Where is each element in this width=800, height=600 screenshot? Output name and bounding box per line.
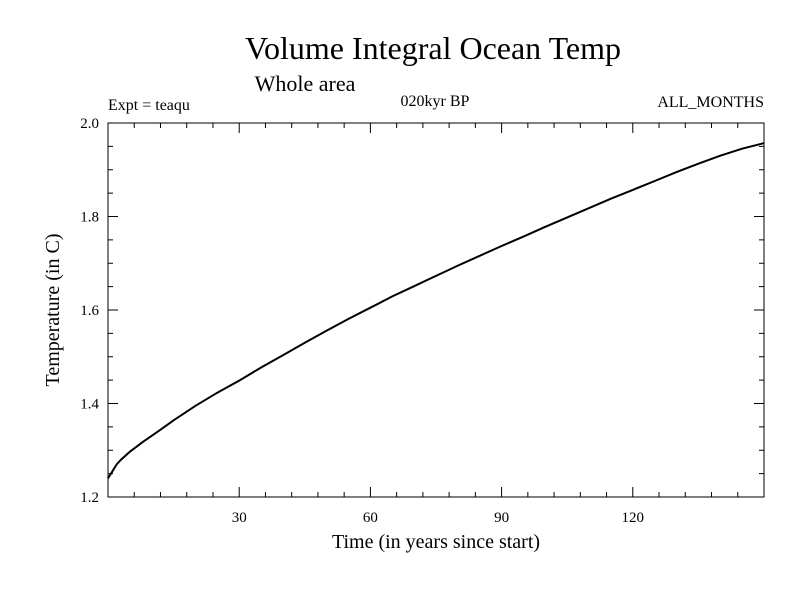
x-tick-label: 120 (622, 510, 645, 526)
x-tick-label: 30 (232, 510, 247, 526)
chart-title: Volume Integral Ocean Temp (245, 30, 621, 66)
y-tick-label: 1.2 (80, 490, 99, 506)
experiment-label: Expt = teaqu (108, 97, 190, 114)
y-tick-label: 2.0 (80, 116, 99, 132)
axis-ticks (108, 123, 764, 497)
chart-subtitle: Whole area (255, 71, 356, 96)
axis-tick-labels: 30 60 90 120 1.2 1.4 1.6 1.8 2.0 (80, 116, 644, 526)
plot-frame (107, 122, 765, 498)
y-tick-label: 1.6 (80, 303, 99, 319)
period-label: 020kyr BP (401, 93, 470, 110)
months-label: ALL_MONTHS (657, 94, 764, 111)
series-line (107, 142, 765, 479)
x-tick-label: 90 (494, 510, 509, 526)
y-axis-label: Temperature (in C) (42, 234, 64, 387)
x-tick-label: 60 (363, 510, 378, 526)
y-tick-label: 1.4 (80, 397, 99, 413)
series-layer (107, 142, 765, 479)
x-axis-label: Time (in years since start) (332, 531, 540, 553)
y-tick-label: 1.8 (80, 210, 99, 226)
